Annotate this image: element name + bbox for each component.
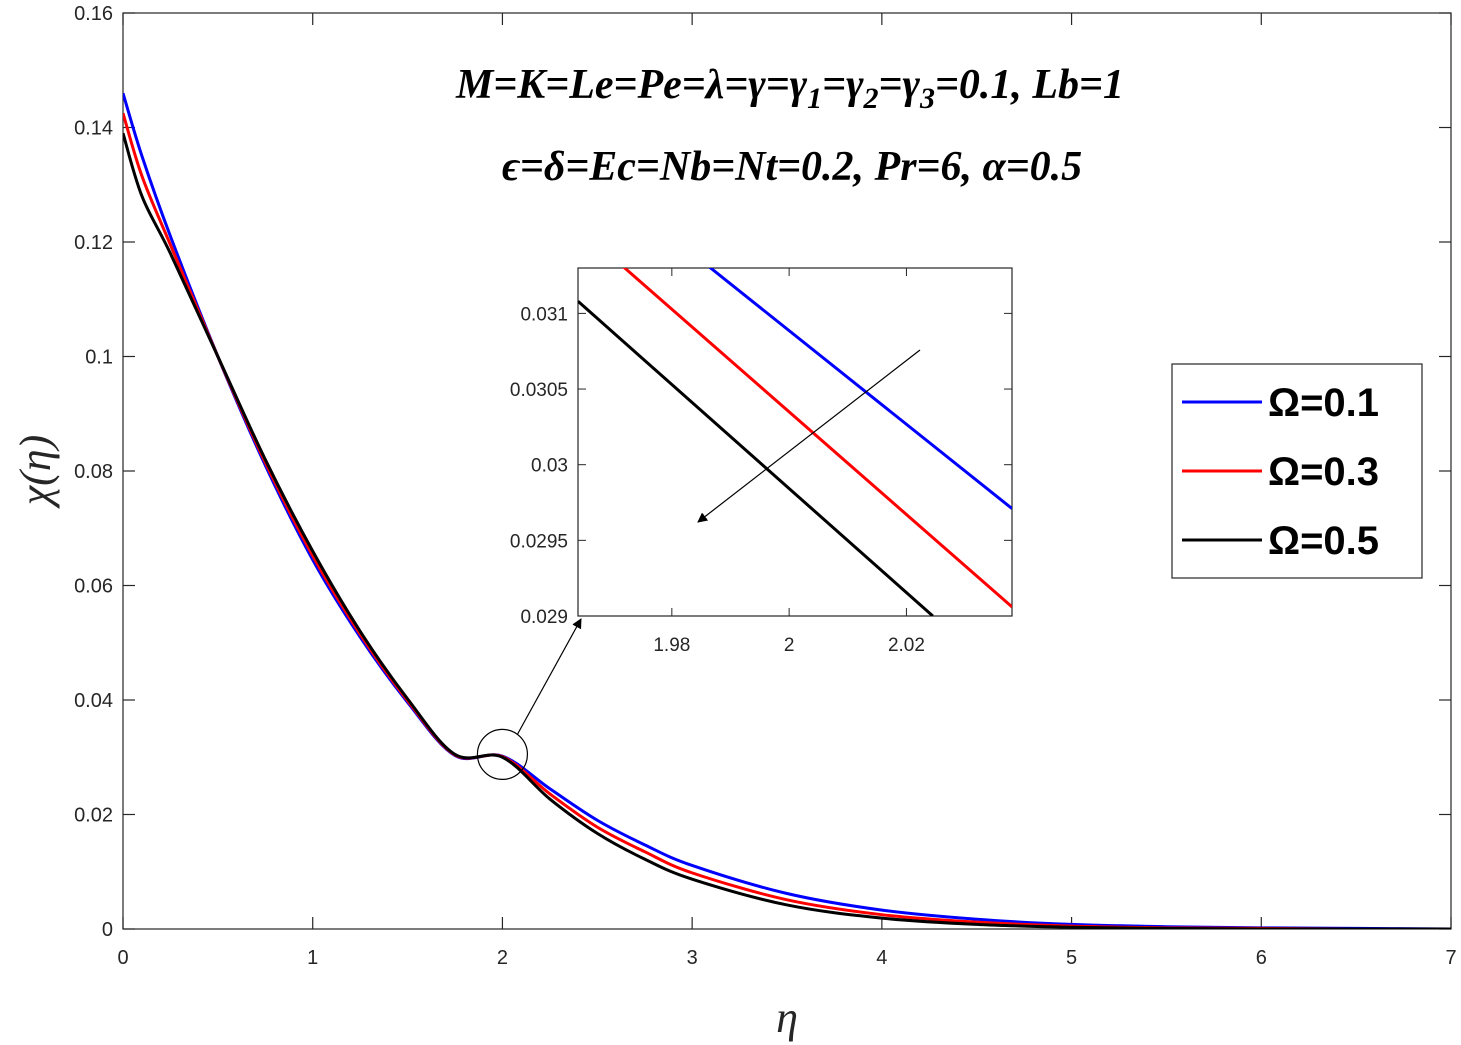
zoom-circle: [476, 728, 529, 780]
y-axis-title: χ(η): [11, 435, 60, 510]
inset-series-line-1: [708, 268, 1012, 510]
y-tick-label: 0.04: [74, 690, 113, 712]
inset-y-tick-label: 0.0305: [510, 380, 568, 401]
inset-y-tick-label: 0.03: [531, 456, 568, 477]
params-line-2: ϵ=δ=Ec=Nb=Nt=0.2, Pr=6, α=0.5: [502, 144, 1082, 190]
x-tick-label: 4: [876, 947, 887, 969]
zoom-pointer-arrow: [516, 618, 582, 735]
x-axis-title: η: [776, 993, 798, 1042]
y-tick-label: 0.06: [74, 576, 113, 598]
series-line-3: [123, 132, 1451, 929]
inset-ticks: 1.98 2 2.02 0.029 0.0295 0.03 0.0305 0.031: [510, 268, 1012, 656]
inset-series: [578, 268, 1012, 616]
inset-x-tick-label: 2: [784, 635, 795, 656]
inset-axes-box: [577, 267, 1013, 617]
inset-y-tick-label: 0.031: [520, 304, 568, 325]
inset-x-tick-label: 2.02: [888, 635, 925, 656]
y-tick-label: 0.12: [74, 232, 113, 254]
y-tick-label: 0.02: [74, 805, 113, 827]
x-tick-label: 7: [1445, 947, 1456, 969]
main-series: [123, 92, 1451, 929]
inset-y-tick-label: 0.0295: [510, 531, 568, 552]
x-tick-label: 0: [117, 947, 128, 969]
y-tick-label: 0.16: [74, 3, 113, 25]
inset-series-line-2: [622, 268, 1012, 609]
inset-plot: 1.98 2 2.02 0.029 0.0295 0.03 0.0305 0.031: [510, 267, 1013, 656]
y-tick-label: 0: [102, 919, 113, 941]
main-ticks: 0 1 2 3 4 5 6 7 0 0.02 0.04 0.06 0.08 0.1 0.12 0.14 0.16: [74, 3, 1457, 969]
legend-label-3: Ω=0.5: [1268, 519, 1379, 563]
x-tick-label: 3: [687, 947, 698, 969]
inset-series-line-3: [578, 300, 934, 616]
params-line-1: M=K=Le=Pe=λ=γ=γ1=γ2=γ3=0.1, Lb=1: [455, 62, 1124, 115]
y-tick-label: 0.1: [85, 347, 113, 369]
legend-label-2: Ω=0.3: [1268, 450, 1379, 494]
x-tick-label: 6: [1256, 947, 1267, 969]
y-tick-label: 0.08: [74, 461, 113, 483]
y-tick-label: 0.14: [74, 118, 113, 140]
inset-y-tick-label: 0.029: [520, 607, 568, 628]
inset-x-tick-label: 1.98: [653, 635, 690, 656]
x-tick-label: 2: [497, 947, 508, 969]
x-tick-label: 1: [307, 947, 318, 969]
legend-label-1: Ω=0.1: [1268, 381, 1379, 425]
x-tick-label: 5: [1066, 947, 1077, 969]
legend: Ω=0.1 Ω=0.3 Ω=0.5: [1171, 363, 1423, 579]
inset-trend-arrow: [697, 349, 921, 523]
